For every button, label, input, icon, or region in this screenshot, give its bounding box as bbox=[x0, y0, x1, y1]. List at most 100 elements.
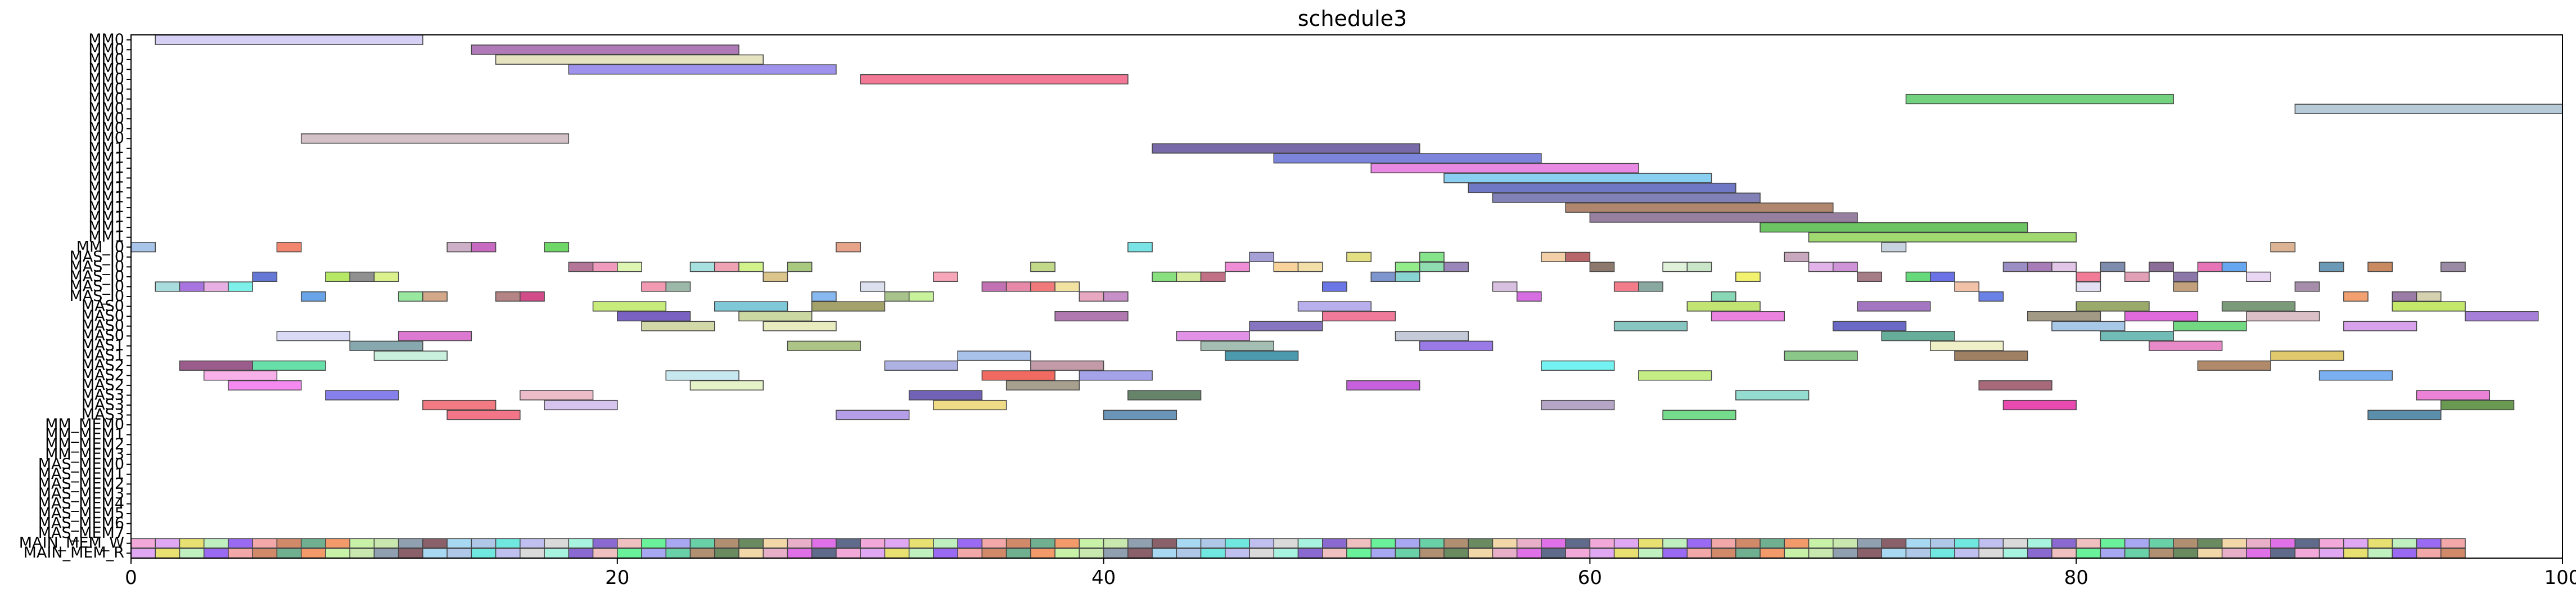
main-mem-bar bbox=[1005, 538, 1031, 549]
task-bar bbox=[1954, 351, 2028, 361]
main-mem-bar bbox=[592, 548, 618, 559]
y-tick-label: MAS_MEM5 bbox=[38, 505, 124, 522]
main-mem-bar bbox=[179, 538, 205, 549]
task-bar bbox=[1225, 351, 1299, 361]
task-bar bbox=[1322, 281, 1347, 292]
y-tick-label: MM1 bbox=[88, 169, 124, 186]
x-tick-label: 20 bbox=[605, 567, 629, 589]
task-bar bbox=[665, 370, 739, 381]
task-bar bbox=[2027, 311, 2101, 322]
task-bar bbox=[1176, 331, 1250, 342]
main-mem-bar bbox=[155, 548, 181, 559]
main-mem-bar bbox=[1103, 538, 1129, 549]
task-bar bbox=[2221, 262, 2247, 272]
main-mem-bar bbox=[325, 548, 350, 559]
y-tick-label: MM_MEM0 bbox=[45, 416, 124, 433]
y-tick-label: MAS_I0 bbox=[69, 287, 124, 305]
main-mem-bar bbox=[1857, 538, 1883, 549]
main-mem-bar bbox=[1225, 548, 1250, 559]
x-tick-label: 80 bbox=[2064, 567, 2088, 589]
task-bar bbox=[689, 262, 715, 272]
main-mem-bar bbox=[592, 538, 618, 549]
main-mem-bar bbox=[1346, 548, 1372, 559]
main-mem-bar bbox=[689, 548, 715, 559]
main-mem-bar bbox=[300, 538, 326, 549]
y-tick-label: MM0 bbox=[88, 80, 124, 98]
y-tick-label: MM1 bbox=[88, 199, 124, 216]
main-mem-bar bbox=[2367, 548, 2393, 559]
main-mem-bar bbox=[933, 538, 958, 549]
task-bar bbox=[2051, 262, 2077, 272]
y-tick-label: MAS_I0 bbox=[69, 277, 124, 295]
main-mem-bar bbox=[860, 538, 886, 549]
main-mem-bar bbox=[471, 538, 497, 549]
main-mem-bar bbox=[349, 548, 375, 559]
task-bar bbox=[1954, 281, 1979, 292]
task-bar bbox=[2343, 321, 2417, 331]
main-mem-bar bbox=[1613, 548, 1639, 559]
main-mem-bar bbox=[520, 538, 545, 549]
task-bar bbox=[373, 351, 448, 361]
y-tick-label: MM1 bbox=[88, 159, 124, 177]
main-mem-bar bbox=[908, 538, 934, 549]
task-bar bbox=[325, 271, 350, 282]
task-bar bbox=[1054, 281, 1080, 292]
main-mem-bar bbox=[2392, 548, 2417, 559]
main-mem-bar bbox=[544, 538, 570, 549]
main-mem-bar bbox=[2051, 538, 2077, 549]
main-mem-bar bbox=[398, 548, 423, 559]
main-mem-bar bbox=[1127, 548, 1153, 559]
task-bar bbox=[1638, 281, 1663, 292]
task-bar bbox=[1881, 242, 1907, 253]
main-mem-bar bbox=[1176, 548, 1202, 559]
task-bar bbox=[884, 360, 958, 371]
task-bar bbox=[1370, 271, 1396, 282]
main-mem-bar bbox=[2294, 538, 2320, 549]
task-bar bbox=[1541, 360, 1615, 371]
x-tick-label: 0 bbox=[125, 567, 137, 589]
main-mem-bar bbox=[568, 538, 594, 549]
task-bar bbox=[860, 74, 1129, 85]
main-mem-bar bbox=[714, 548, 739, 559]
main-mem-bar bbox=[1833, 538, 1858, 549]
task-bar bbox=[957, 351, 1031, 361]
main-mem-bar bbox=[1395, 538, 1420, 549]
task-bar bbox=[471, 44, 739, 55]
main-mem-bar bbox=[2318, 548, 2344, 559]
main-mem-bar bbox=[787, 538, 813, 549]
task-bar bbox=[300, 133, 570, 144]
task-bar bbox=[373, 271, 399, 282]
main-mem-bar bbox=[155, 538, 181, 549]
y-tick-label: MAS_MEM7 bbox=[38, 524, 124, 542]
task-bar bbox=[2124, 311, 2199, 322]
main-mem-bar bbox=[617, 548, 642, 559]
main-mem-bar bbox=[1905, 548, 1931, 559]
main-mem-bar bbox=[252, 538, 278, 549]
task-bar bbox=[398, 291, 423, 302]
main-mem-bar bbox=[1686, 538, 1712, 549]
y-tick-label: MAS2 bbox=[82, 366, 124, 384]
task-bar bbox=[1370, 163, 1639, 173]
y-tick-label: MM0 bbox=[88, 129, 124, 147]
task-bar bbox=[1079, 291, 1104, 302]
task-bar bbox=[1565, 202, 1834, 213]
main-mem-bar bbox=[520, 548, 545, 559]
main-mem-bar bbox=[422, 538, 448, 549]
main-mem-bar bbox=[228, 538, 253, 549]
task-bar bbox=[1735, 390, 1810, 401]
y-tick-label: MM0 bbox=[88, 41, 124, 58]
task-bar bbox=[2343, 291, 2369, 302]
main-mem-bar bbox=[787, 548, 813, 559]
y-tick-label: MM_I0 bbox=[76, 238, 124, 255]
main-mem-bar bbox=[1468, 538, 1494, 549]
task-bar bbox=[544, 242, 570, 253]
main-mem-bar bbox=[2440, 538, 2466, 549]
main-mem-bar bbox=[1079, 548, 1104, 559]
task-bar bbox=[155, 34, 423, 45]
task-bar bbox=[860, 281, 886, 292]
main-mem-bar bbox=[1735, 538, 1761, 549]
main-mem-bar bbox=[1419, 538, 1445, 549]
y-tick-label: MAIN_MEM_R bbox=[24, 544, 124, 561]
main-mem-bar bbox=[738, 548, 764, 559]
main-mem-bar bbox=[1492, 538, 1518, 549]
